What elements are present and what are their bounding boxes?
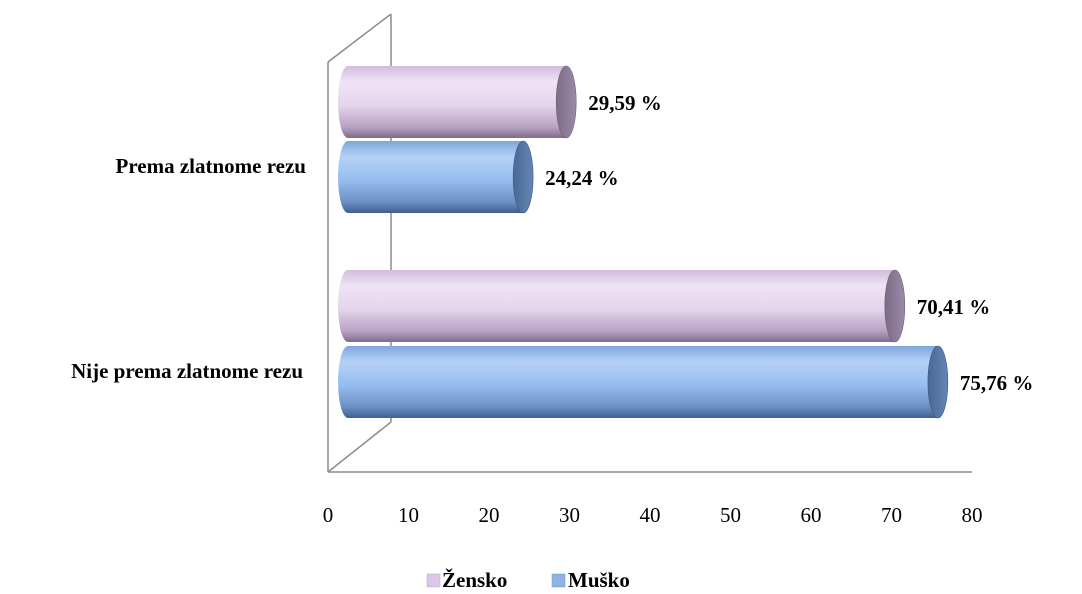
x-tick-10: 10	[398, 503, 419, 527]
x-tick-40: 40	[640, 503, 661, 527]
bars-layer	[338, 65, 949, 419]
x-tick-50: 50	[720, 503, 741, 527]
legend: Žensko Muško	[426, 568, 630, 592]
data-label-zensko-0: 29,59 %	[588, 91, 662, 115]
x-tick-70: 70	[881, 503, 902, 527]
bar-zensko-0	[338, 65, 577, 139]
legend-label-musko: Muško	[568, 568, 630, 592]
data-label-zensko-1: 70,41 %	[917, 295, 991, 319]
data-label-musko-1: 75,76 %	[960, 371, 1033, 395]
bar-zensko-1	[338, 269, 906, 343]
floor-depth-edge	[327, 421, 392, 473]
legend-label-zensko: Žensko	[442, 568, 507, 592]
x-tick-20: 20	[479, 503, 500, 527]
bar-musko-0	[338, 140, 534, 214]
bar-musko-1	[338, 345, 949, 419]
x-tick-80: 80	[962, 503, 983, 527]
category-label-0: Prema zlatnome rezu	[116, 154, 307, 178]
back-wall-top-edge	[327, 13, 392, 63]
data-labels-layer: 29,59 % 24,24 % 70,41 % 75,76 %	[545, 91, 1033, 395]
legend-swatch-musko	[551, 573, 566, 588]
legend-swatch-zensko	[426, 573, 441, 588]
x-tick-30: 30	[559, 503, 580, 527]
x-tick-0: 0	[323, 503, 334, 527]
category-label-1: Nije prema zlatnome rezu	[71, 359, 303, 383]
data-label-musko-0: 24,24 %	[545, 166, 619, 190]
x-tick-labels: 0 10 20 30 40 50 60 70 80	[323, 503, 983, 527]
x-tick-60: 60	[801, 503, 822, 527]
